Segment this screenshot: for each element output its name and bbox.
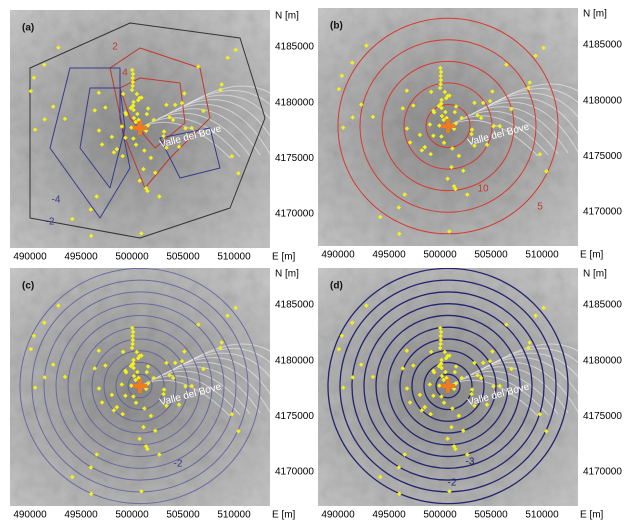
panel-label: (c): [22, 281, 34, 292]
x-tick-label: 505000: [166, 252, 200, 263]
x-tick-label: 495000: [372, 510, 406, 521]
x-tick-label: 505000: [474, 510, 508, 521]
map-area: -3-2Valle del Bove: [318, 268, 618, 506]
y-tick-label: 4175000: [583, 151, 622, 162]
y-tick-label: 4175000: [583, 411, 622, 422]
y-tick-label: 4180000: [583, 355, 622, 366]
y-tick-label: 4180000: [583, 95, 622, 106]
x-tick-label: 500000: [115, 252, 149, 263]
y-tick-label: 4170000: [583, 207, 622, 218]
x-axis-label: E [m]: [580, 250, 604, 261]
x-tick-label: 495000: [64, 252, 98, 263]
x-axis-label: E [m]: [272, 510, 296, 521]
y-axis-label: N [m]: [275, 269, 299, 280]
contour-label: 2: [112, 42, 118, 53]
x-tick-label: 500000: [115, 510, 149, 521]
x-tick-label: 490000: [13, 252, 47, 263]
x-tick-label: 495000: [64, 510, 98, 521]
x-tick-label: 505000: [166, 510, 200, 521]
x-tick-label: 490000: [321, 250, 355, 261]
y-axis-label: N [m]: [583, 9, 607, 20]
panel-label: (d): [330, 281, 343, 292]
y-tick-label: 4175000: [275, 153, 314, 164]
x-axis-label: E [m]: [580, 510, 604, 521]
y-axis-label: N [m]: [275, 11, 299, 22]
y-tick-label: 4180000: [275, 97, 314, 108]
y-axis-label: N [m]: [583, 269, 607, 280]
contour-label: -2: [448, 478, 457, 489]
contour-label: 10: [477, 184, 489, 195]
y-tick-label: 4175000: [275, 411, 314, 422]
y-tick-label: 4185000: [583, 40, 622, 51]
y-tick-label: 4180000: [275, 355, 314, 366]
contour-label: -2: [46, 217, 55, 228]
contour-label: -2: [174, 459, 183, 470]
map-area: -2Valle del Bove: [10, 268, 310, 506]
x-tick-label: 505000: [474, 250, 508, 261]
x-tick-label: 490000: [321, 510, 355, 521]
map-area: 105Valle del Bove: [318, 8, 618, 246]
figure: 2 4 -4 -2Valle del Bove (a) 490000 495000 50000…: [0, 0, 633, 524]
x-tick-label: 510000: [525, 250, 559, 261]
y-tick-label: 4185000: [583, 300, 622, 311]
y-tick-label: 4170000: [583, 467, 622, 478]
x-tick-label: 500000: [423, 250, 457, 261]
x-tick-label: 510000: [217, 510, 251, 521]
contour-label: 4: [122, 68, 128, 79]
x-axis-label: E [m]: [272, 252, 296, 263]
contour-label: 5: [537, 202, 543, 213]
panel-label: (b): [330, 21, 343, 32]
map-panel: -2Valle del Bove(c) 490000 495000 500000 505…: [10, 268, 314, 521]
x-tick-label: 495000: [372, 250, 406, 261]
x-tick-label: 510000: [217, 252, 251, 263]
y-tick-label: 4185000: [275, 42, 314, 53]
panel-label: (a): [22, 23, 34, 34]
y-tick-label: 4170000: [275, 467, 314, 478]
contour-label: -4: [52, 195, 61, 206]
x-tick-label: 500000: [423, 510, 457, 521]
contour-label: -3: [466, 457, 475, 468]
map-panel: 24-4-2Valle del Bove(a)49000049500050000…: [10, 10, 314, 263]
y-tick-label: 4170000: [275, 209, 314, 220]
y-tick-label: 4185000: [275, 300, 314, 311]
x-tick-label: 510000: [525, 510, 559, 521]
x-tick-label: 490000: [13, 510, 47, 521]
